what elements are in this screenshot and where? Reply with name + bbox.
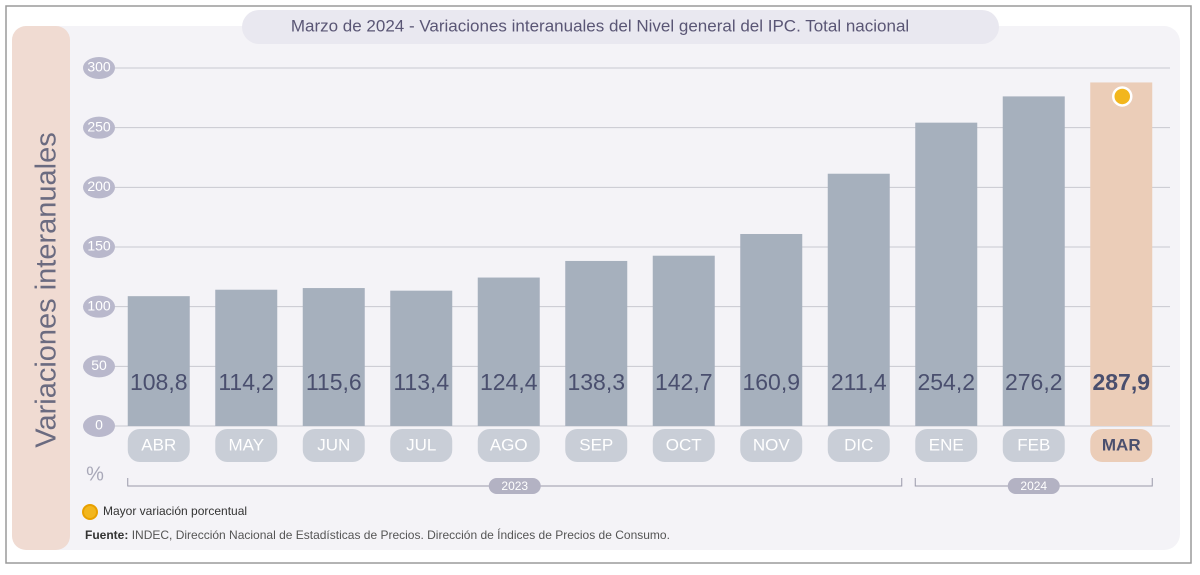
highlight-marker (1112, 86, 1133, 107)
x-tick-label: MAY (228, 435, 264, 454)
bar (390, 290, 453, 426)
value-label: 108,8 (130, 369, 188, 395)
source: Fuente: INDEC, Dirección Nacional de Est… (85, 527, 670, 542)
legend-marker (82, 504, 98, 520)
y-tick-label: 100 (87, 297, 111, 313)
y-tick-label: 50 (91, 357, 107, 373)
y-tick-label: 150 (87, 238, 111, 254)
category-pill (565, 429, 628, 462)
chart-title: Marzo de 2024 - Variaciones interanuales… (291, 16, 909, 35)
category-pill (127, 429, 190, 462)
category-pill (1002, 429, 1065, 462)
source-label: Fuente: (85, 528, 128, 542)
y-tick-label: 250 (87, 118, 111, 134)
category-pill (652, 429, 715, 462)
value-label: 211,4 (831, 369, 887, 395)
group-label: 2023 (501, 479, 528, 493)
value-label: 124,4 (480, 369, 538, 395)
x-tick-label: ENE (929, 435, 964, 454)
title-pill (242, 10, 999, 44)
bar (477, 277, 540, 426)
value-label: 276,2 (1005, 369, 1063, 395)
source-text: INDEC, Dirección Nacional de Estadística… (132, 527, 670, 542)
category-pill (915, 429, 978, 462)
x-tick-label: JUL (406, 435, 436, 454)
bar (652, 255, 715, 426)
y-tick-badge (83, 415, 115, 437)
x-tick-label: ABR (141, 435, 176, 454)
y-tick-badge (83, 176, 115, 199)
y-axis-label: Variaciones interanuales (31, 132, 63, 447)
bar (302, 288, 365, 426)
category-pill (827, 429, 890, 462)
value-label: 114,2 (218, 369, 274, 395)
category-pill (477, 429, 540, 462)
value-label: 287,9 (1092, 369, 1150, 395)
y-tick-badge (83, 236, 115, 258)
bar (1002, 96, 1065, 426)
value-label: 254,2 (917, 369, 975, 395)
plot: 0 50 100 150 200 250 300 108,8 ABR 114,2 MAY 115,6 J… (83, 57, 1170, 494)
x-tick-label: AGO (490, 435, 528, 454)
value-label: 113,4 (393, 369, 449, 395)
x-tick-label: NOV (753, 435, 791, 454)
x-tick-label: FEB (1017, 435, 1050, 454)
category-pill (740, 429, 803, 462)
bar (1090, 82, 1153, 426)
x-tick-label: DIC (844, 435, 873, 454)
y-tick-badge (83, 57, 115, 79)
value-label: 138,3 (567, 369, 625, 395)
category-pill (215, 429, 278, 462)
value-label: 160,9 (742, 369, 800, 395)
category-pill (302, 429, 365, 462)
bar (565, 260, 628, 426)
side-panel (12, 26, 70, 550)
bar (827, 173, 890, 426)
x-tick-label: OCT (666, 435, 702, 454)
category-pill (390, 429, 453, 462)
bar (215, 289, 278, 426)
group-pill (488, 478, 541, 494)
y-tick-badge (83, 295, 115, 318)
value-label: 142,7 (655, 369, 713, 395)
x-tick-label: MAR (1102, 435, 1141, 454)
y-tick-label: 300 (87, 59, 111, 75)
value-label: 115,6 (306, 369, 362, 395)
group-pill (1007, 478, 1060, 494)
y-tick-label: 200 (87, 178, 111, 194)
bar (127, 296, 190, 426)
y-tick-label: 0 (95, 417, 103, 433)
x-tick-label: SEP (579, 435, 613, 454)
y-tick-badge (83, 116, 115, 139)
group-label: 2024 (1020, 479, 1047, 493)
category-pill (1090, 429, 1153, 462)
bar (915, 122, 978, 426)
y-tick-badge (83, 355, 115, 378)
unit-label: % (86, 463, 104, 485)
x-tick-label: JUN (317, 435, 350, 454)
bar (740, 233, 803, 426)
legend-label: Mayor variación porcentual (103, 504, 247, 518)
